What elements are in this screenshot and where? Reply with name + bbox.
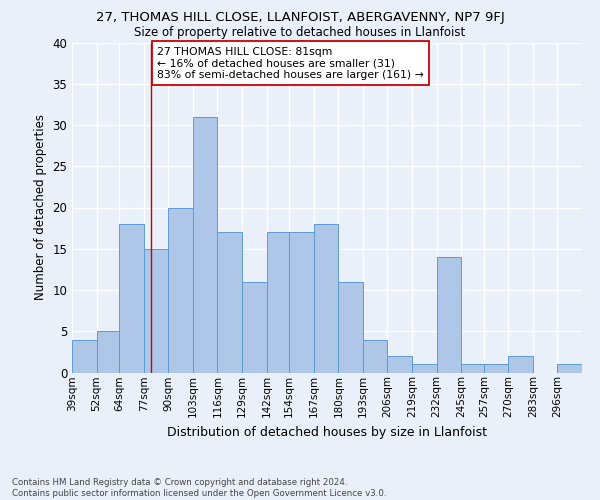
Y-axis label: Number of detached properties: Number of detached properties: [34, 114, 47, 300]
Bar: [72, 340, 97, 372]
Bar: [217, 232, 242, 372]
Bar: [484, 364, 508, 372]
Bar: [242, 282, 266, 372]
Bar: [97, 331, 119, 372]
Bar: [119, 224, 144, 372]
Bar: [461, 364, 484, 372]
Text: Size of property relative to detached houses in Llanfoist: Size of property relative to detached ho…: [134, 26, 466, 39]
Bar: [289, 232, 314, 372]
Text: 27, THOMAS HILL CLOSE, LLANFOIST, ABERGAVENNY, NP7 9FJ: 27, THOMAS HILL CLOSE, LLANFOIST, ABERGA…: [95, 11, 505, 24]
Bar: [508, 356, 533, 372]
Bar: [388, 356, 412, 372]
Bar: [338, 282, 363, 372]
Bar: [144, 248, 169, 372]
X-axis label: Distribution of detached houses by size in Llanfoist: Distribution of detached houses by size …: [167, 426, 487, 438]
Bar: [412, 364, 437, 372]
Bar: [363, 340, 388, 372]
Text: 27 THOMAS HILL CLOSE: 81sqm
← 16% of detached houses are smaller (31)
83% of sem: 27 THOMAS HILL CLOSE: 81sqm ← 16% of det…: [157, 46, 424, 80]
Bar: [314, 224, 338, 372]
Bar: [169, 208, 193, 372]
Bar: [266, 232, 289, 372]
Bar: [557, 364, 582, 372]
Bar: [193, 116, 217, 372]
Text: Contains HM Land Registry data © Crown copyright and database right 2024.
Contai: Contains HM Land Registry data © Crown c…: [12, 478, 386, 498]
Bar: [437, 257, 461, 372]
